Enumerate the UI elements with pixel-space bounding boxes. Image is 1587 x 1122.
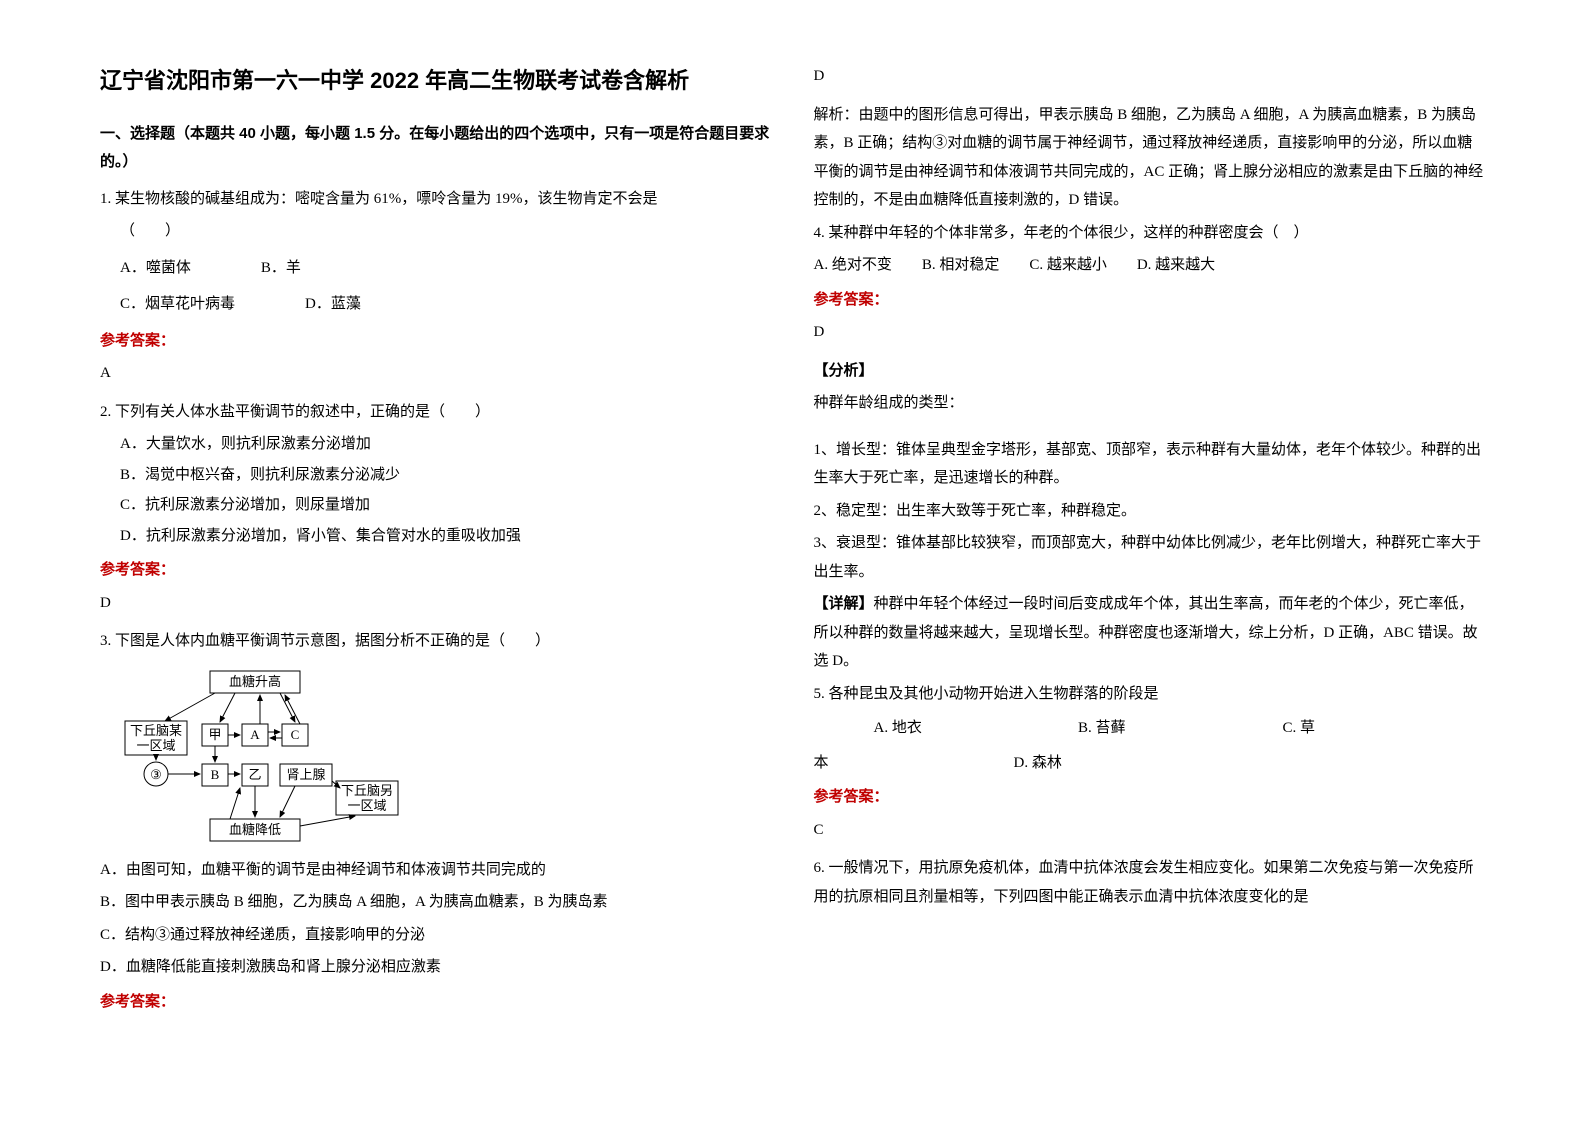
fc-yi: 乙 (248, 767, 261, 782)
q5-optC: C. 草 (1283, 714, 1488, 743)
q3-ans-label: 参考答案： (100, 988, 774, 1017)
q1-optC: C．烟草花叶病毒 (120, 290, 235, 319)
q3-stem: 3. 下图是人体内血糖平衡调节示意图，据图分析不正确的是（ ） (100, 627, 774, 656)
q5-stem: 5. 各种昆虫及其他小动物开始进入生物群落的阶段是 (814, 680, 1488, 709)
fc-A: A (250, 727, 260, 742)
q2-optB: B．渴觉中枢兴奋，则抗利尿激素分泌减少 (120, 461, 774, 490)
q4-opts: A. 绝对不变 B. 相对稳定 C. 越来越小 D. 越来越大 (814, 251, 1488, 280)
q5-optD: D. 森林 (844, 749, 1062, 778)
q5-lead-ben: 本 (814, 749, 844, 778)
fc-jia: 甲 (208, 727, 221, 742)
q1-optA: A．噬菌体 (120, 254, 191, 283)
fc-shen: 肾上腺 (286, 767, 325, 782)
q1-ans: A (100, 359, 774, 388)
q1-optB: B．羊 (261, 254, 301, 283)
fc-circle3: ③ (150, 767, 162, 782)
q3-optC: C．结构③通过释放神经递质，直接影响甲的分泌 (100, 921, 774, 950)
q2-ans-label: 参考答案： (100, 556, 774, 585)
q2-optC: C．抗利尿激素分泌增加，则尿量增加 (120, 491, 774, 520)
fc-left1: 下丘脑某 (130, 723, 182, 738)
q2-stem: 2. 下列有关人体水盐平衡调节的叙述中，正确的是（ ） (100, 398, 774, 427)
q1-opts-row1: A．噬菌体 B．羊 (120, 254, 774, 283)
q5-opts-row1: A. 地衣 B. 苔藓 C. 草 (814, 714, 1488, 743)
q1-opts-row2: C．烟草花叶病毒 D．蓝藻 (120, 290, 774, 319)
fc-bottom: 血糖降低 (229, 822, 281, 837)
fc-B: B (211, 767, 220, 782)
q2-optA: A．大量饮水，则抗利尿激素分泌增加 (120, 430, 774, 459)
q4-ans-label: 参考答案： (814, 286, 1488, 315)
fc-C: C (291, 727, 300, 742)
section-heading: 一、选择题（本题共 40 小题，每小题 1.5 分。在每小题给出的四个选项中，只… (100, 120, 774, 177)
fc-left2: 一区域 (136, 738, 175, 753)
q1-stem: 1. 某生物核酸的碱基组成为：嘧啶含量为 61%，嘌呤含量为 19%，该生物肯定… (100, 185, 774, 214)
q2-ans: D (100, 589, 774, 618)
right-column: D 解析：由题中的图形信息可得出，甲表示胰岛 B 细胞，乙为胰岛 A 细胞，A … (794, 60, 1508, 1062)
q3-expl: 解析：由题中的图形信息可得出，甲表示胰岛 B 细胞，乙为胰岛 A 细胞，A 为胰… (814, 101, 1488, 215)
q1-optD: D．蓝藻 (305, 290, 361, 319)
q5-optA: A. 地衣 (874, 714, 1079, 743)
q4-anal1: 种群年龄组成的类型： (814, 389, 1488, 418)
q5-optB: B. 苔藓 (1078, 714, 1283, 743)
q3-optA: A．由图可知，血糖平衡的调节是由神经调节和体液调节共同完成的 (100, 856, 774, 885)
q6-stem: 6. 一般情况下，用抗原免疫机体，血清中抗体浓度会发生相应变化。如果第二次免疫与… (814, 854, 1488, 911)
q4-detail: 【详解】种群中年轻个体经过一段时间后变成成年个体，其出生率高，而年老的个体少，死… (814, 590, 1488, 676)
q3-ans: D (814, 62, 1488, 91)
q5-opts-row2: 本 D. 森林 (814, 749, 1488, 778)
q3-optB: B．图中甲表示胰岛 B 细胞，乙为胰岛 A 细胞，A 为胰高血糖素，B 为胰岛素 (100, 888, 774, 917)
q5-ans-label: 参考答案： (814, 783, 1488, 812)
q4-stem: 4. 某种群中年轻的个体非常多，年老的个体很少，这样的种群密度会（ ） (814, 219, 1488, 248)
q5-ans: C (814, 816, 1488, 845)
q4-detail-label: 【详解】 (814, 596, 874, 612)
q4-anal-label: 【分析】 (814, 357, 1488, 386)
q1-ans-label: 参考答案： (100, 327, 774, 356)
fc-right2: 一区域 (347, 798, 386, 813)
q4-anal4: 3、衰退型：锥体基部比较狭窄，而顶部宽大，种群中幼体比例减少，老年比例增大，种群… (814, 529, 1488, 586)
left-column: 辽宁省沈阳市第一六一中学 2022 年高二生物联考试卷含解析 一、选择题（本题共… (80, 60, 794, 1062)
q3-flowchart: 血糖升高 血糖降低 下丘脑某 一区域 ③ 甲 A C B 乙 (120, 666, 400, 846)
q1-paren: （ ） (120, 217, 774, 246)
q4-anal2: 1、增长型：锥体呈典型金字塔形，基部宽、顶部窄，表示种群有大量幼体，老年个体较少… (814, 436, 1488, 493)
q4-detail-text: 种群中年轻个体经过一段时间后变成成年个体，其出生率高，而年老的个体少，死亡率低，… (814, 596, 1478, 669)
q4-anal3: 2、稳定型：出生率大致等于死亡率，种群稳定。 (814, 497, 1488, 526)
q2-optD: D．抗利尿激素分泌增加，肾小管、集合管对水的重吸收加强 (120, 522, 774, 551)
q4-ans: D (814, 318, 1488, 347)
fc-top: 血糖升高 (229, 674, 281, 689)
fc-right1: 下丘脑另 (341, 783, 393, 798)
q3-optD: D．血糖降低能直接刺激胰岛和肾上腺分泌相应激素 (100, 953, 774, 982)
page-title: 辽宁省沈阳市第一六一中学 2022 年高二生物联考试卷含解析 (100, 60, 774, 102)
